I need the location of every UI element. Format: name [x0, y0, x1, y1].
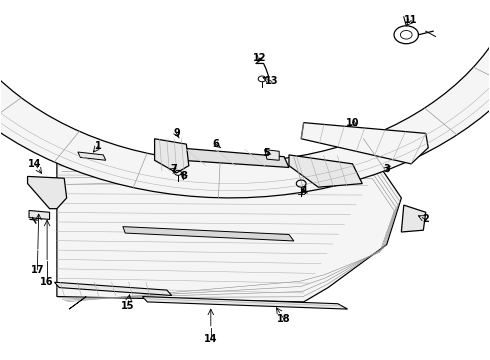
Text: 12: 12 [253, 53, 267, 63]
Text: 6: 6 [212, 139, 219, 149]
Polygon shape [27, 176, 67, 209]
Text: 10: 10 [346, 118, 359, 128]
Text: 15: 15 [121, 301, 134, 311]
Polygon shape [78, 152, 106, 160]
Polygon shape [57, 158, 401, 302]
Polygon shape [123, 226, 294, 241]
Polygon shape [176, 148, 289, 167]
Text: 4: 4 [300, 186, 307, 196]
Text: 14: 14 [28, 159, 42, 169]
Polygon shape [289, 155, 362, 187]
Text: 7: 7 [171, 164, 177, 174]
Text: 18: 18 [277, 314, 291, 324]
Text: 2: 2 [422, 215, 429, 224]
Text: 14: 14 [204, 333, 218, 343]
Polygon shape [401, 205, 426, 232]
Text: 3: 3 [383, 164, 390, 174]
Polygon shape [143, 297, 347, 309]
Text: 17: 17 [30, 265, 44, 275]
Text: 16: 16 [40, 277, 54, 287]
Polygon shape [69, 297, 86, 309]
Polygon shape [155, 139, 189, 173]
Text: 11: 11 [404, 15, 418, 26]
Polygon shape [54, 282, 172, 296]
Polygon shape [29, 211, 49, 220]
Polygon shape [0, 0, 490, 198]
Text: 1: 1 [95, 141, 102, 151]
Text: 5: 5 [264, 148, 270, 158]
Text: 8: 8 [180, 171, 187, 181]
Text: 9: 9 [173, 129, 180, 138]
Polygon shape [301, 123, 428, 164]
Text: 13: 13 [265, 76, 279, 86]
Polygon shape [265, 149, 279, 160]
